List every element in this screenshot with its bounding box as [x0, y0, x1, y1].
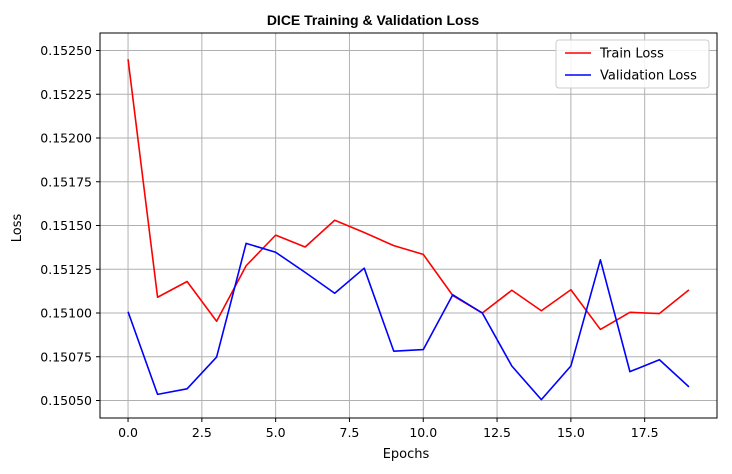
x-tick-label: 5.0: [266, 425, 286, 440]
y-tick-label: 0.15175: [40, 174, 92, 189]
legend-label-train-loss: Train Loss: [599, 47, 664, 62]
chart-title: DICE Training & Validation Loss: [267, 12, 480, 28]
y-tick-label: 0.15075: [40, 349, 92, 364]
y-tick-label: 0.15100: [40, 306, 92, 321]
y-axis-label: Loss: [10, 214, 25, 243]
axis-ticks: 0.0 2.5 5.0 7.5 10.0 12.5 15.0 17.5 0.15050 0.150…: [40, 43, 658, 440]
x-tick-label: 17.5: [631, 425, 659, 440]
y-tick-label: 0.15150: [40, 218, 92, 233]
x-tick-label: 7.5: [340, 425, 360, 440]
train-loss-line: [127, 59, 690, 331]
legend-label-validation-loss: Validation Loss: [600, 69, 697, 84]
x-tick-label: 15.0: [557, 425, 585, 440]
legend: Train Loss Validation Loss: [555, 39, 710, 89]
y-tick-label: 0.15200: [40, 131, 92, 146]
validation-loss-line: [127, 242, 690, 401]
x-axis-label: Epochs: [383, 447, 430, 462]
x-tick-label: 0.0: [118, 425, 138, 440]
x-tick-label: 2.5: [192, 425, 212, 440]
y-tick-label: 0.15050: [40, 393, 92, 408]
x-tick-label: 12.5: [483, 425, 511, 440]
x-tick-label: 10.0: [409, 425, 437, 440]
legend-box: [555, 39, 710, 89]
y-tick-label: 0.15225: [40, 87, 92, 102]
y-tick-label: 0.15125: [40, 262, 92, 277]
series-lines: [127, 59, 690, 401]
y-tick-label: 0.15250: [40, 43, 92, 58]
